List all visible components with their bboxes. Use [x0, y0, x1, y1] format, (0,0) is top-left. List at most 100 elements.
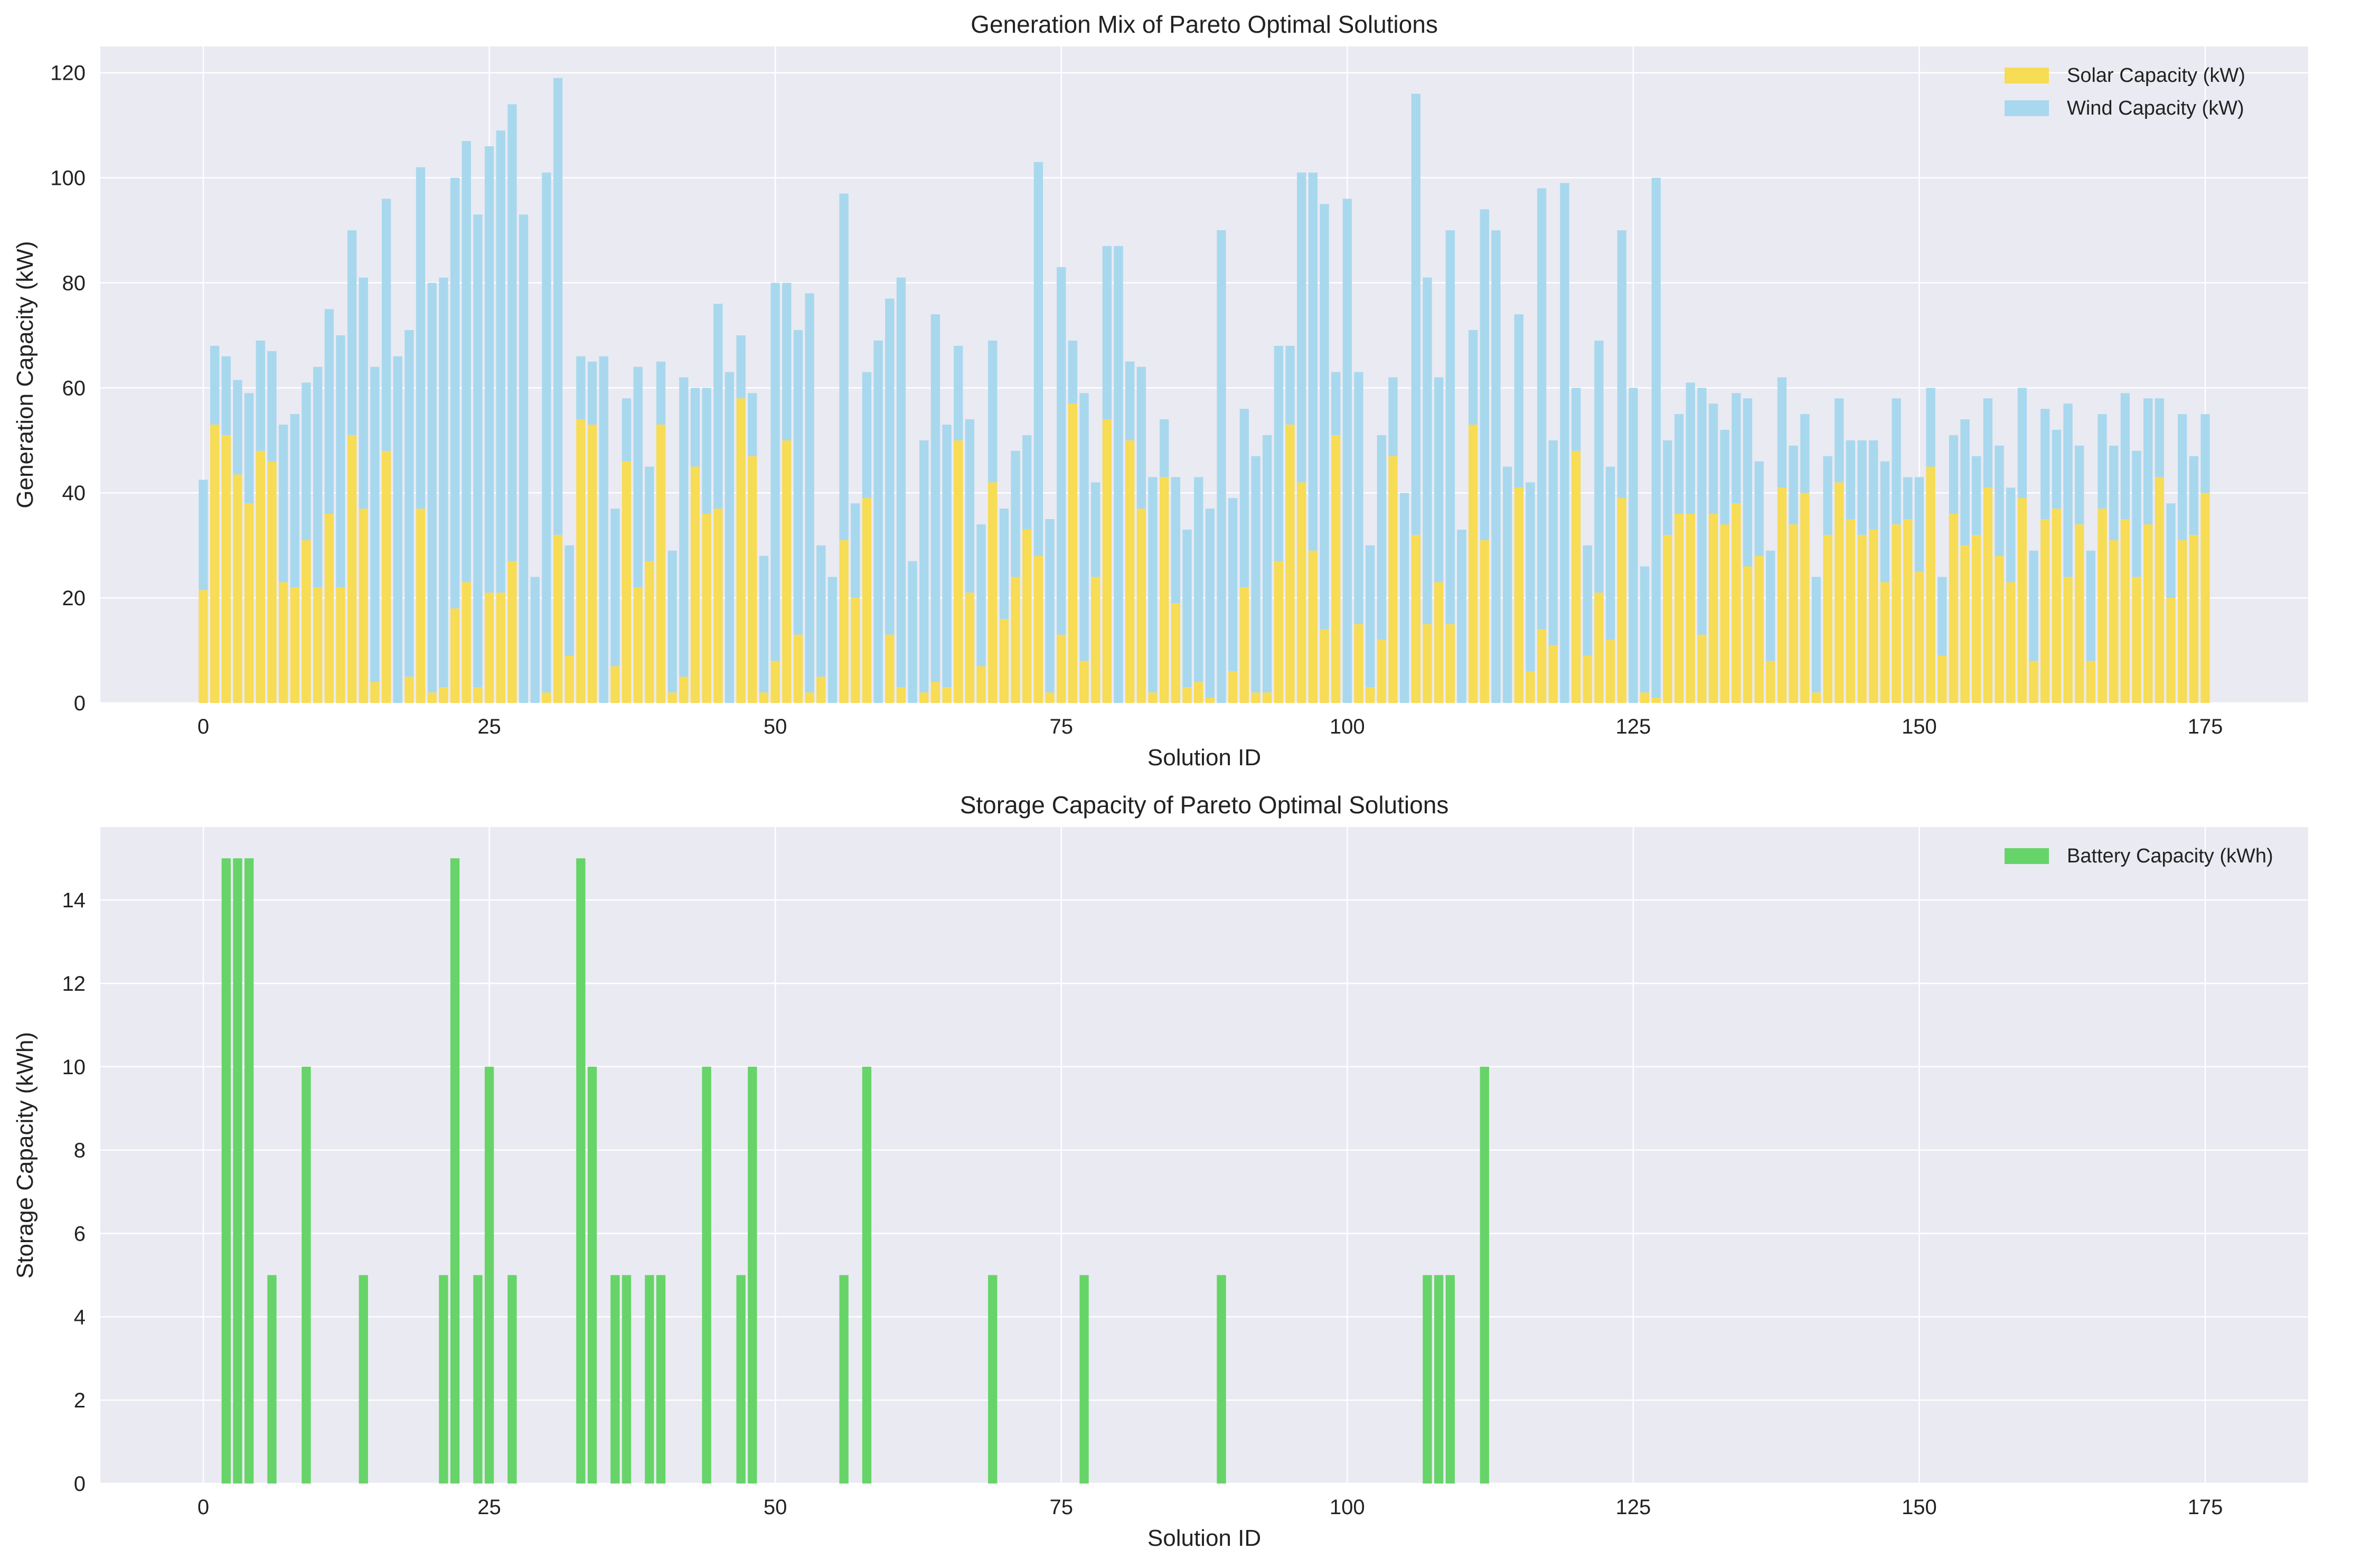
bar	[1274, 345, 1283, 561]
bar	[199, 590, 208, 703]
bar	[1331, 435, 1341, 703]
bar	[2166, 503, 2176, 598]
y-tick-label: 10	[62, 1056, 86, 1079]
bar	[679, 377, 689, 677]
bar	[439, 1275, 448, 1484]
bar	[2109, 445, 2119, 540]
bar	[862, 372, 872, 499]
x-tick-label: 50	[764, 1496, 787, 1519]
bar	[1800, 493, 1810, 703]
bar	[278, 424, 288, 583]
bar	[1605, 640, 1615, 703]
bar	[1331, 372, 1341, 435]
bar	[1102, 419, 1112, 703]
bar	[1869, 529, 1878, 703]
bar	[633, 367, 643, 588]
bar	[1434, 377, 1444, 583]
bar	[1320, 204, 1329, 630]
bar	[462, 140, 471, 583]
bar	[839, 1275, 849, 1484]
bar	[851, 503, 860, 598]
bar	[1194, 477, 1203, 682]
bar	[542, 692, 551, 703]
bar	[1743, 398, 1753, 567]
bar	[942, 424, 952, 688]
bar	[1846, 519, 1856, 703]
bar	[553, 534, 563, 703]
bar	[2132, 577, 2141, 703]
bar	[199, 480, 208, 590]
bar	[267, 461, 277, 703]
bar	[965, 419, 975, 593]
bar	[1937, 577, 1947, 656]
bar	[645, 561, 654, 703]
bar	[1411, 93, 1421, 535]
bar	[1857, 440, 1867, 535]
bar	[290, 414, 299, 588]
bar	[256, 340, 265, 451]
bar	[1342, 199, 1352, 703]
bar	[507, 104, 517, 561]
bar	[1674, 414, 1684, 514]
bar	[1388, 377, 1398, 456]
bar	[1239, 587, 1249, 703]
bar	[1983, 398, 1993, 488]
bar	[1880, 461, 1890, 583]
bar	[2017, 388, 2027, 499]
bar	[587, 1066, 597, 1484]
bar	[1514, 314, 1523, 488]
bar	[725, 372, 735, 703]
y-tick-label: 0	[74, 692, 86, 715]
bar	[2143, 398, 2153, 524]
y-tick-label: 8	[74, 1139, 86, 1162]
x-tick-label: 75	[1049, 715, 1073, 738]
bar	[324, 514, 334, 703]
bar	[988, 340, 998, 483]
bar	[1789, 524, 1798, 703]
bar	[839, 540, 849, 703]
bar	[622, 1275, 632, 1484]
bar	[1228, 671, 1238, 703]
bar	[439, 687, 448, 703]
bar	[1548, 645, 1558, 703]
bar	[1583, 655, 1592, 703]
legend-label: Solar Capacity (kW)	[2067, 64, 2245, 87]
bar	[473, 1275, 483, 1484]
bar	[1686, 382, 1695, 514]
bar	[416, 167, 426, 509]
bar	[1445, 624, 1455, 703]
bar	[1708, 514, 1718, 703]
bar	[1217, 1275, 1226, 1484]
bar	[713, 304, 723, 509]
bar	[2040, 409, 2050, 519]
bar	[2086, 550, 2096, 661]
bar	[1583, 545, 1592, 656]
y-axis-label: Generation Capacity (kW)	[12, 241, 38, 508]
bar	[1548, 440, 1558, 645]
bar	[1892, 398, 1901, 524]
bar	[473, 214, 483, 688]
bar	[302, 382, 311, 540]
bar	[1091, 482, 1100, 577]
x-tick-label: 0	[197, 1496, 209, 1519]
bar	[1148, 692, 1158, 703]
bar	[919, 692, 929, 703]
bar	[873, 340, 883, 703]
bar	[702, 514, 711, 703]
bar	[370, 682, 380, 703]
bar	[2200, 493, 2210, 703]
bar	[2097, 414, 2107, 509]
bar	[1651, 177, 1661, 698]
x-tick-label: 175	[2188, 715, 2223, 738]
bar	[359, 1275, 368, 1484]
y-tick-label: 80	[62, 271, 86, 295]
bar	[359, 277, 368, 509]
bar	[1114, 246, 1123, 703]
bar	[954, 345, 963, 440]
bar	[450, 858, 460, 1484]
bar	[2063, 577, 2073, 703]
bar	[553, 78, 563, 535]
bar	[1296, 172, 1306, 483]
bar	[2097, 509, 2107, 703]
